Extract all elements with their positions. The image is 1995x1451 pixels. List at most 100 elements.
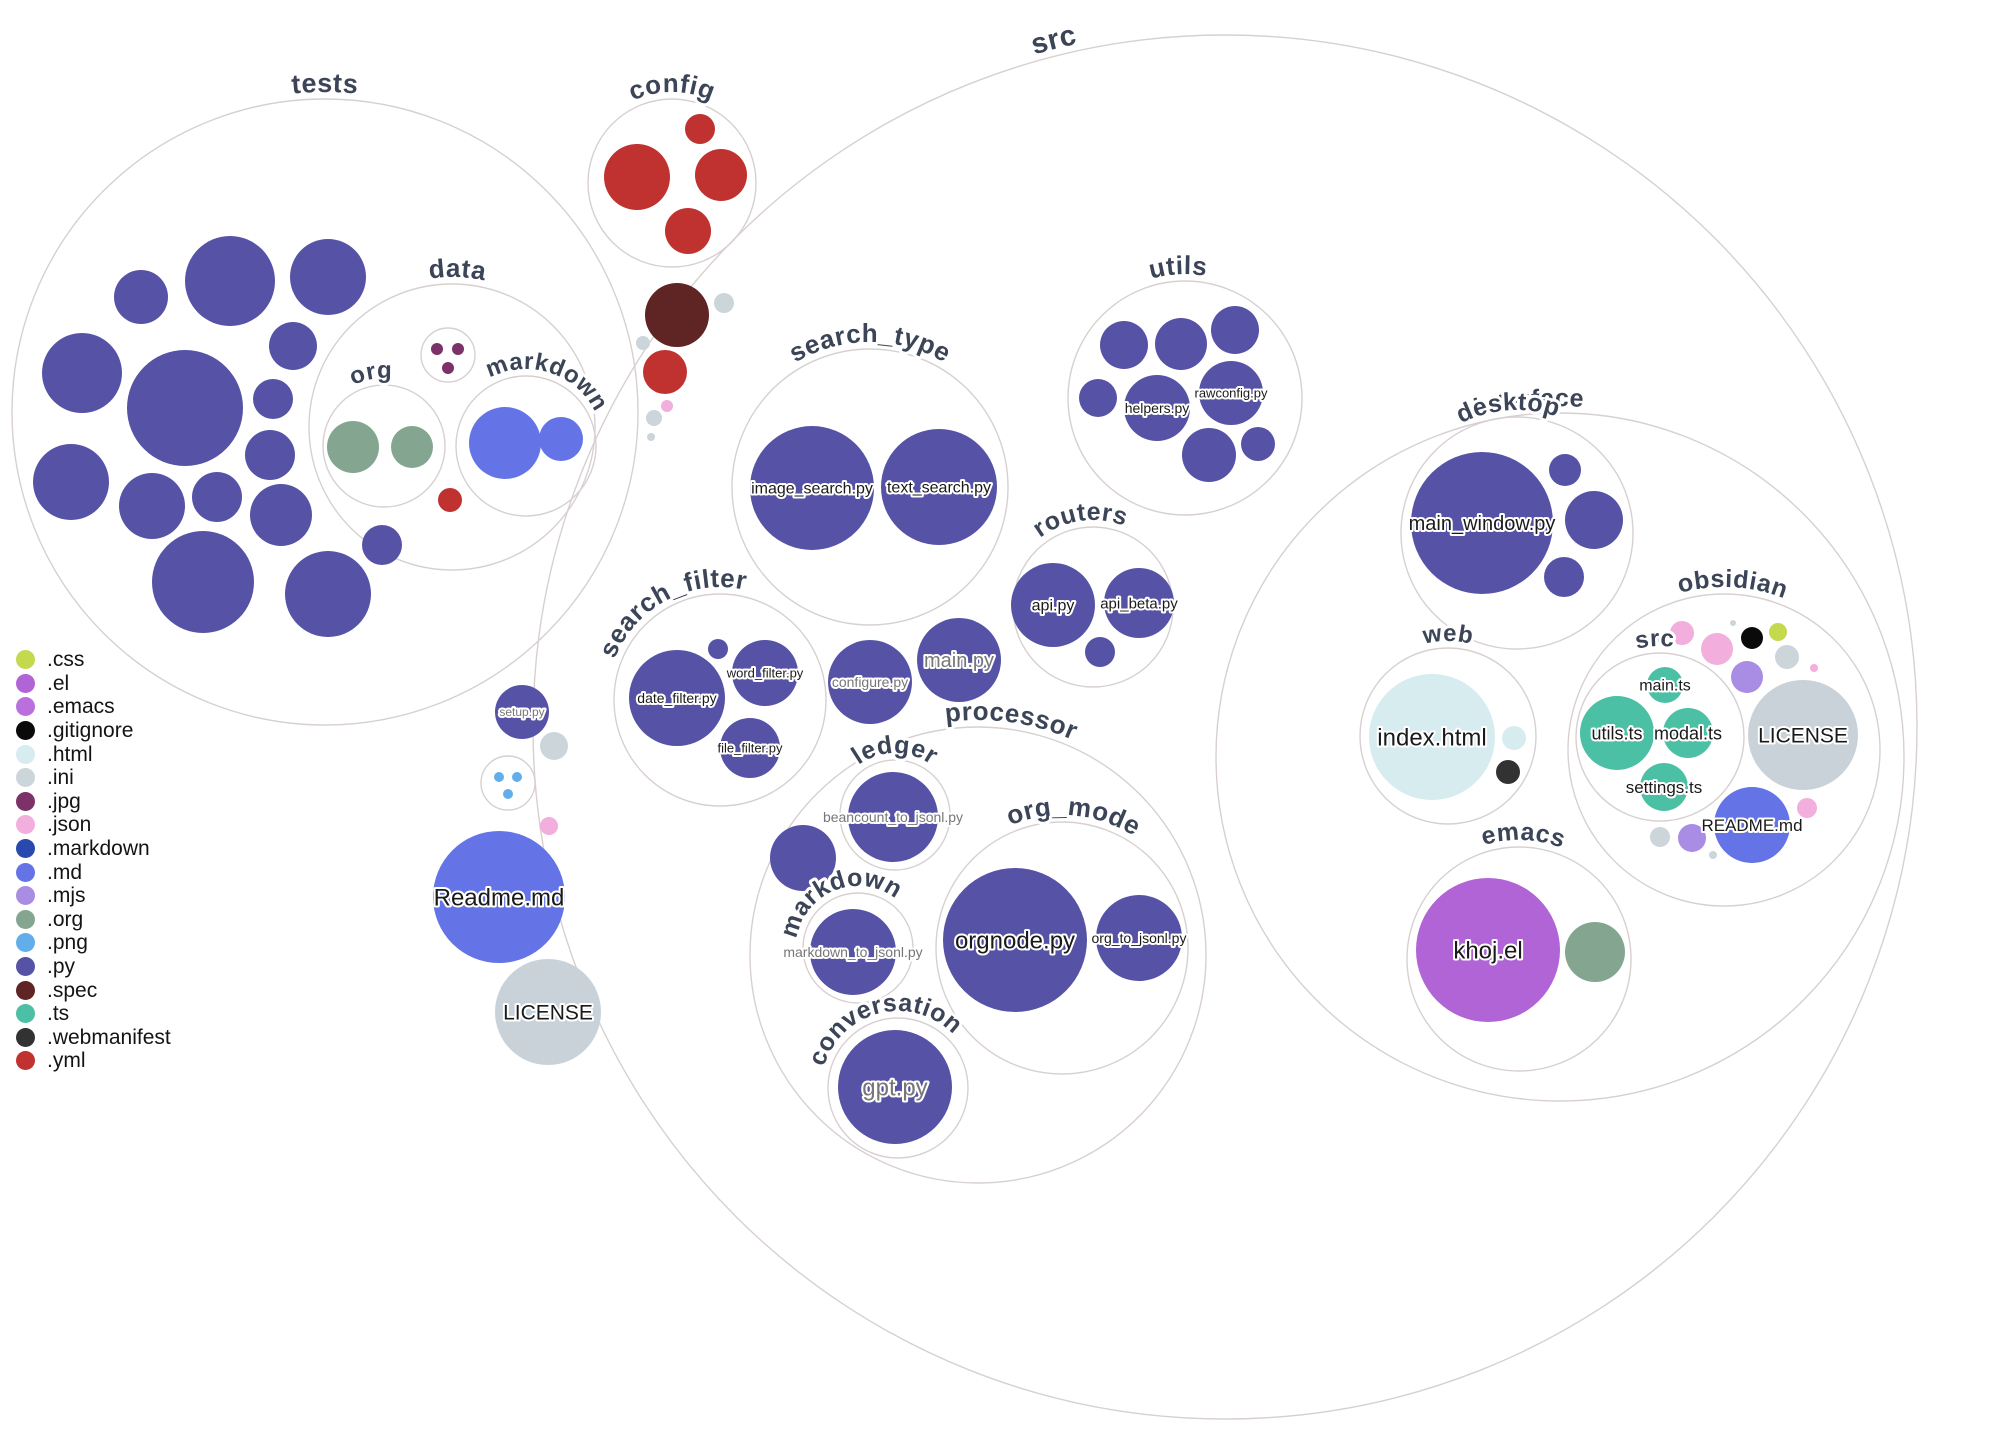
folder-circle-desktop[interactable]: [1400, 416, 1634, 650]
file-circle-configure-py[interactable]: [828, 640, 912, 724]
file-circle-png-76[interactable]: [1649, 631, 1661, 643]
file-circle-date-filter-py[interactable]: [629, 650, 725, 746]
file-circle-json-84[interactable]: [1810, 664, 1818, 672]
file-circle-ini-79[interactable]: [1730, 620, 1736, 626]
folder-circle-config[interactable]: [587, 98, 757, 268]
file-circle-json-39[interactable]: [540, 817, 558, 835]
file-circle-py-69[interactable]: [1565, 491, 1623, 549]
file-circle-py-7[interactable]: [245, 430, 295, 480]
file-circle-py-13[interactable]: [285, 551, 371, 637]
file-circle-org-23[interactable]: [391, 426, 433, 468]
file-circle-api-beta-py[interactable]: [1104, 568, 1174, 638]
file-circle-md-24[interactable]: [469, 407, 541, 479]
file-circle-utils-ts[interactable]: [1580, 696, 1654, 770]
file-circle-py-3[interactable]: [269, 322, 317, 370]
file-circle-py-2[interactable]: [290, 239, 366, 315]
file-circle-yml-18[interactable]: [665, 208, 711, 254]
file-circle-py-12[interactable]: [152, 531, 254, 633]
folder-circle-tests[interactable]: [11, 98, 639, 726]
file-circle-ini-83[interactable]: [1775, 645, 1799, 669]
file-circle-py-5[interactable]: [127, 350, 243, 466]
file-circle-modal-ts[interactable]: [1663, 708, 1713, 758]
file-circle-jpg-20[interactable]: [452, 343, 464, 355]
file-circle-ini-28[interactable]: [714, 293, 734, 313]
file-circle-readme-md[interactable]: [433, 831, 565, 963]
file-circle-org-75[interactable]: [1565, 922, 1625, 982]
file-circle-ini-89[interactable]: [1650, 827, 1670, 847]
file-circle-gitignore-80[interactable]: [1741, 627, 1763, 649]
file-circle-png-38[interactable]: [503, 789, 513, 799]
file-circle-py-47[interactable]: [1155, 318, 1207, 370]
file-circle-css-81[interactable]: [1769, 623, 1787, 641]
file-circle-json-31[interactable]: [661, 400, 673, 412]
folder-circle-search_filter[interactable]: [613, 593, 827, 807]
folder-circle-processor[interactable]: [749, 726, 1207, 1184]
file-circle-word-filter-py[interactable]: [732, 640, 798, 706]
file-circle-webmanifest-73[interactable]: [1496, 760, 1520, 784]
folder-circle-data-org[interactable]: [322, 384, 446, 508]
file-circle-jpg-21[interactable]: [442, 362, 454, 374]
file-circle-py-1[interactable]: [185, 236, 275, 326]
file-circle-text-search-py[interactable]: [881, 429, 997, 545]
folder-circle-emacs[interactable]: [1406, 846, 1632, 1072]
file-circle-file-filter-py[interactable]: [720, 718, 780, 778]
file-circle-license[interactable]: [1748, 680, 1858, 790]
folder-circle-org_mode[interactable]: [935, 821, 1189, 1075]
file-circle-py-62[interactable]: [770, 825, 836, 891]
file-circle-json-78[interactable]: [1701, 633, 1733, 665]
folder-circle-utils[interactable]: [1067, 280, 1303, 516]
file-circle-yml-17[interactable]: [695, 149, 747, 201]
file-circle-py-0[interactable]: [114, 270, 168, 324]
file-circle-png-37[interactable]: [512, 772, 522, 782]
file-circle-helpers-py[interactable]: [1124, 375, 1190, 441]
file-circle-py-52[interactable]: [1182, 428, 1236, 482]
folder-circle-proc-markdown[interactable]: [802, 892, 914, 1004]
file-circle-py-68[interactable]: [1549, 454, 1581, 486]
file-circle-py-9[interactable]: [119, 473, 185, 539]
file-circle-py-10[interactable]: [192, 472, 242, 522]
file-circle-beancount-to-jsonl-py[interactable]: [848, 772, 938, 862]
file-circle-yml-26[interactable]: [438, 488, 462, 512]
file-circle-yml-15[interactable]: [604, 144, 670, 210]
file-circle-mjs-88[interactable]: [1678, 824, 1706, 852]
file-circle-spec-27[interactable]: [645, 283, 709, 347]
file-circle-mjs-82[interactable]: [1731, 661, 1763, 693]
file-circle-license[interactable]: [495, 959, 601, 1065]
folder-circle-obsidian-src[interactable]: [1575, 652, 1745, 822]
file-circle-py-70[interactable]: [1544, 557, 1584, 597]
file-circle-ini-90[interactable]: [1709, 851, 1717, 859]
file-circle-org-22[interactable]: [327, 421, 379, 473]
file-circle-json-77[interactable]: [1670, 621, 1694, 645]
file-circle-ini-32[interactable]: [646, 410, 662, 426]
file-circle-md-25[interactable]: [539, 417, 583, 461]
file-circle-py-6[interactable]: [253, 379, 293, 419]
folder-circle-conversation[interactable]: [827, 1017, 969, 1159]
folder-circle-obsidian[interactable]: [1567, 593, 1881, 907]
file-circle-main-py[interactable]: [917, 618, 1001, 702]
file-circle-yml-16[interactable]: [685, 114, 715, 144]
file-circle-org-to-jsonl-py[interactable]: [1096, 895, 1182, 981]
file-circle-py-14[interactable]: [362, 525, 402, 565]
file-circle-rawconfig-py[interactable]: [1199, 361, 1263, 425]
file-circle-settings-ts[interactable]: [1640, 763, 1688, 811]
file-circle-image-search-py[interactable]: [750, 426, 874, 550]
file-circle-py-46[interactable]: [1100, 321, 1148, 369]
file-circle-api-py[interactable]: [1011, 563, 1095, 647]
file-circle-py-49[interactable]: [1079, 379, 1117, 417]
file-circle-py-8[interactable]: [33, 444, 109, 520]
file-circle-main-ts[interactable]: [1647, 667, 1683, 703]
file-circle-ini-33[interactable]: [647, 433, 655, 441]
file-circle-html-72[interactable]: [1502, 726, 1526, 750]
file-circle-index-html[interactable]: [1369, 674, 1495, 800]
file-circle-markdown-to-jsonl-py[interactable]: [810, 909, 896, 995]
file-circle-ini-29[interactable]: [636, 336, 650, 350]
folder-circle-data-markdown[interactable]: [455, 375, 597, 517]
folder-circle-ledger[interactable]: [839, 759, 951, 871]
file-circle-setup-py[interactable]: [495, 685, 549, 739]
folder-circle-data-jpg[interactable]: [420, 327, 476, 383]
folder-circle-data[interactable]: [308, 283, 596, 571]
file-circle-khoj-el[interactable]: [1416, 878, 1560, 1022]
file-circle-yml-30[interactable]: [643, 350, 687, 394]
file-circle-py-60[interactable]: [708, 639, 728, 659]
folder-circle-web[interactable]: [1359, 647, 1537, 825]
